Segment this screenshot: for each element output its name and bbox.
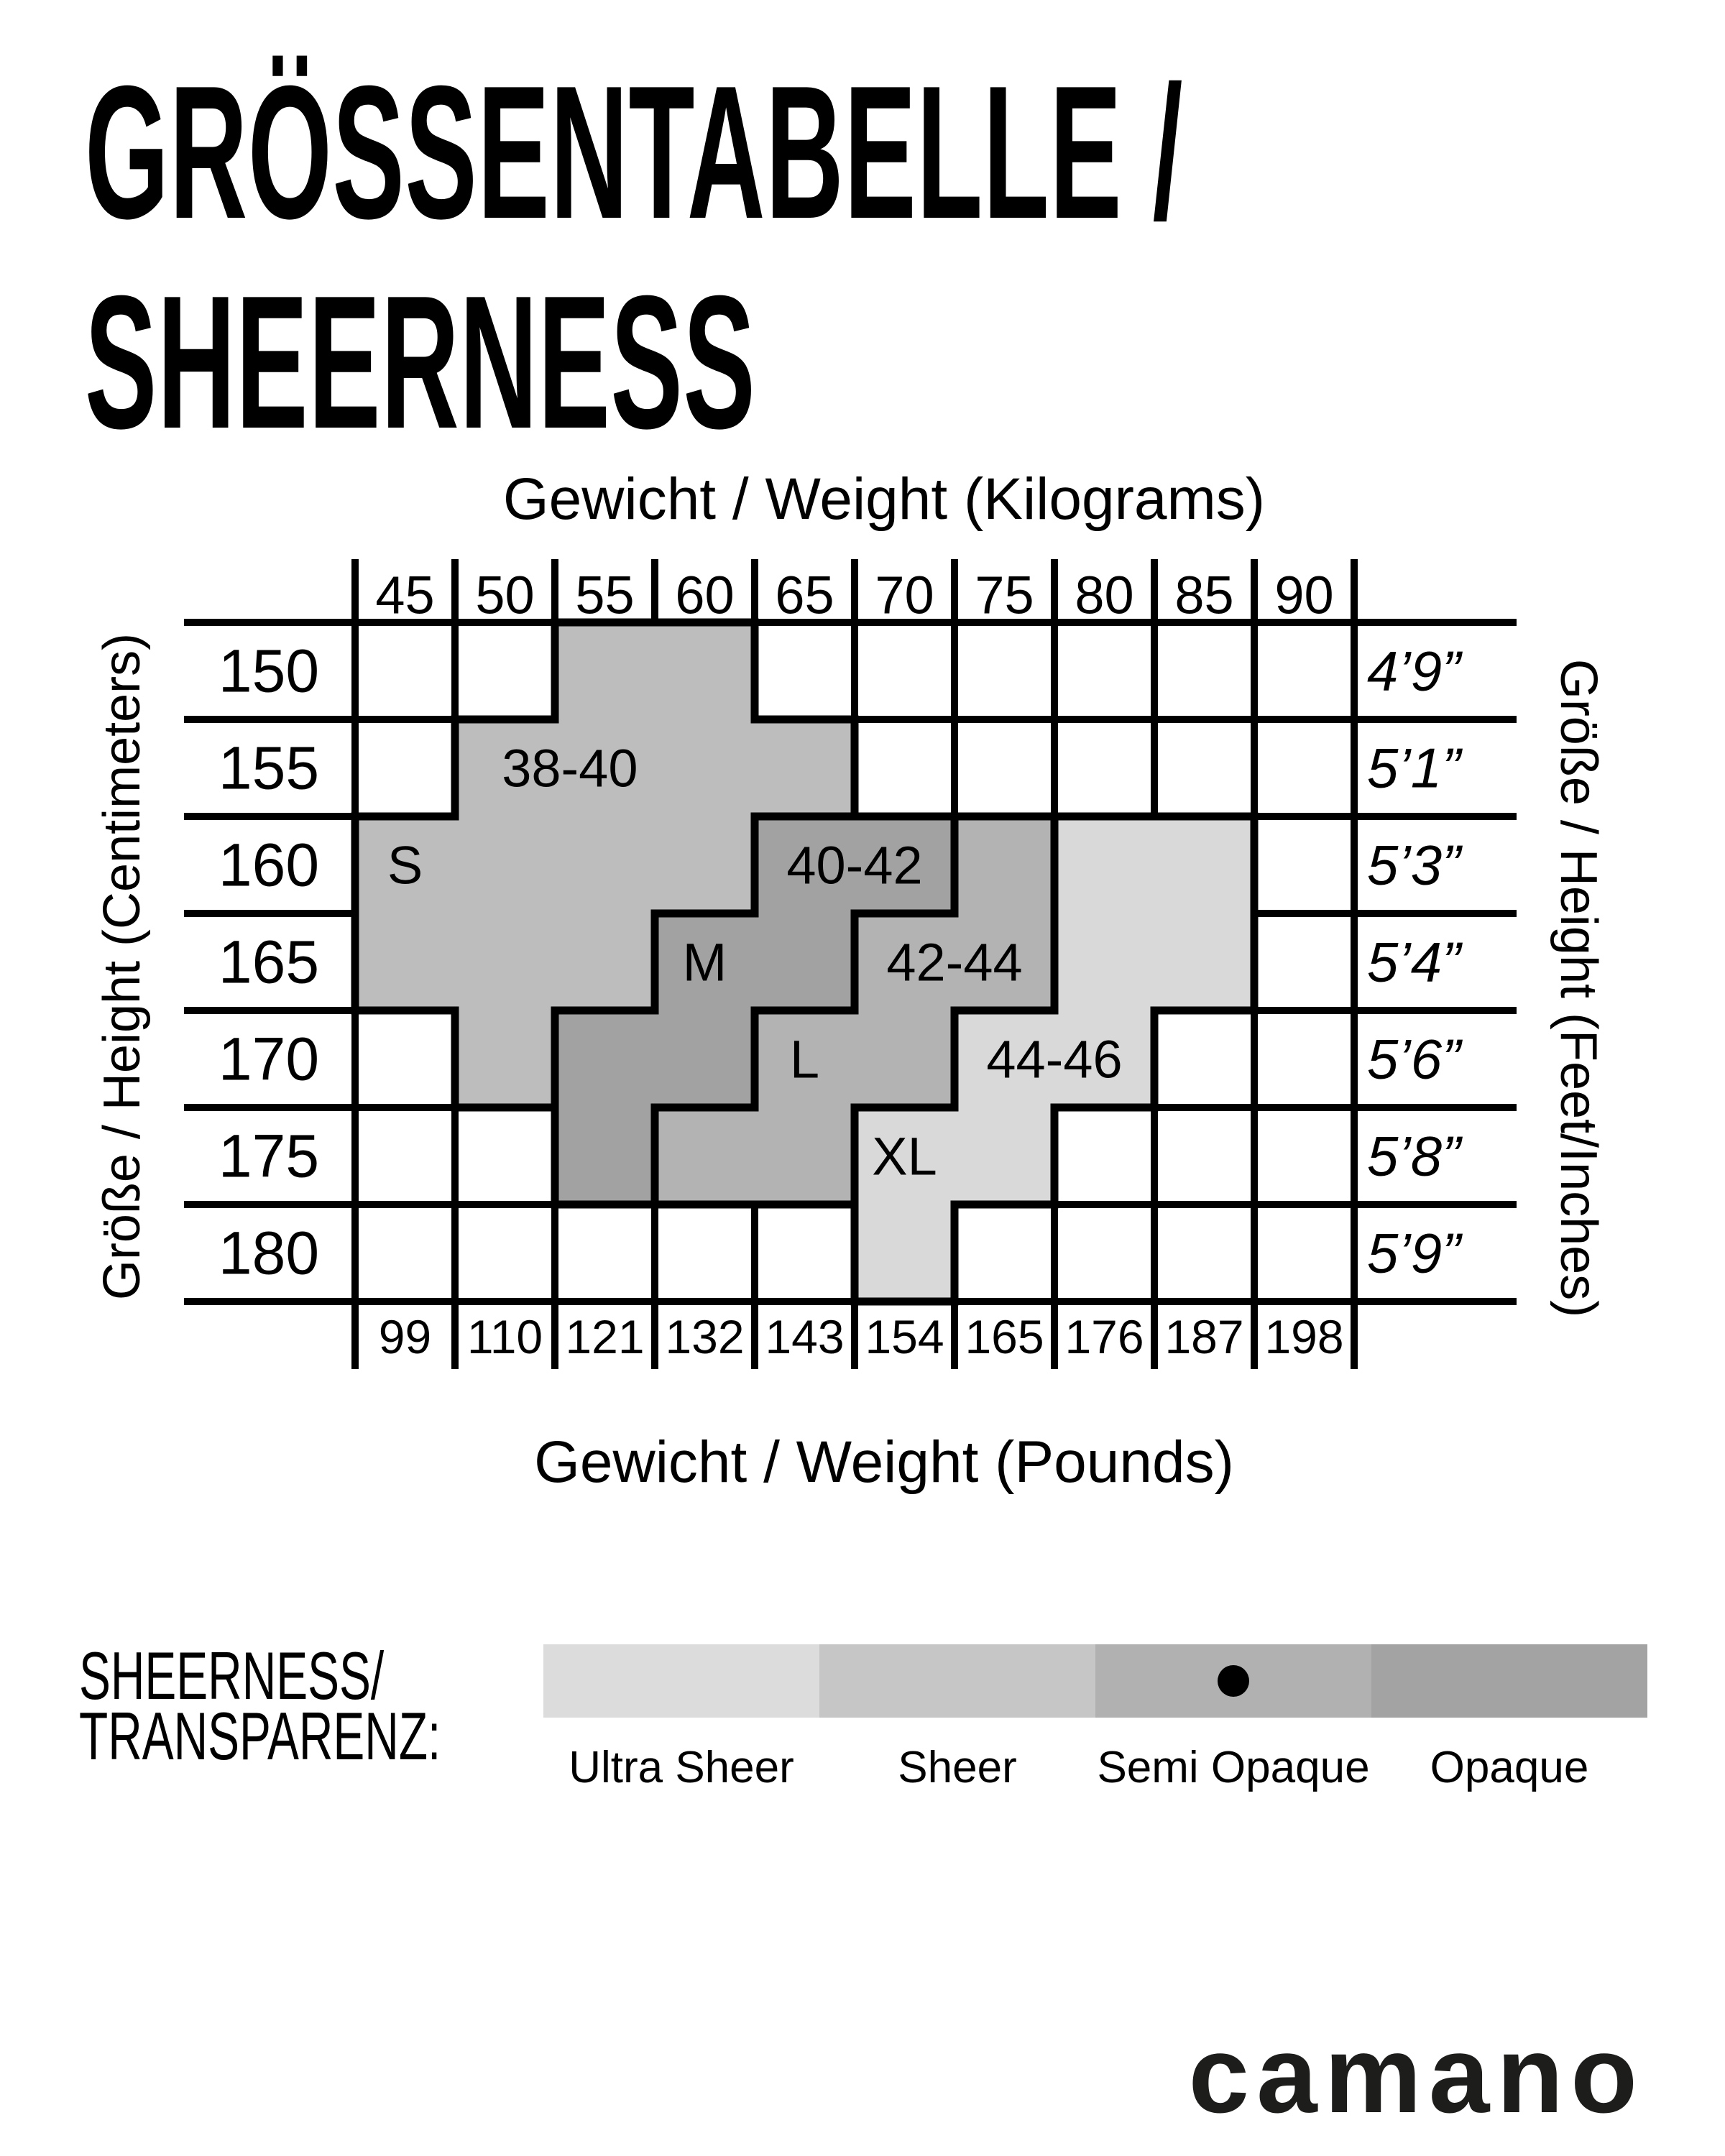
ft-tick-label: 4’9”	[1367, 639, 1461, 702]
lbs-tick-label: 132	[665, 1310, 745, 1363]
legend-title-line1: SHEERNESS/	[79, 1638, 385, 1713]
kg-tick-label: 60	[675, 565, 735, 625]
page-title-line1: GRÖSSENTABELLE /	[85, 46, 1183, 258]
cm-tick-label: 155	[218, 734, 320, 801]
sheerness-legend-labels: Ultra Sheer Sheer Semi Opaque Opaque	[543, 1742, 1647, 1793]
legend-title: SHEERNESS/ TRANSPARENZ:	[79, 1638, 441, 1774]
kg-tick-label: 65	[775, 565, 834, 625]
cm-tick-label: 170	[218, 1025, 320, 1092]
ft-tick-label: 5’8”	[1367, 1124, 1461, 1187]
ft-tick-label: 5’4”	[1367, 930, 1461, 993]
lbs-tick-label: 99	[378, 1310, 432, 1363]
kg-tick-label: 75	[975, 565, 1034, 625]
ft-tick-label: 5’1”	[1367, 736, 1461, 799]
lbs-tick-label: 198	[1264, 1310, 1344, 1363]
ft-tick-label: 5’3”	[1367, 833, 1461, 896]
size-region-label-L: L	[789, 1029, 820, 1089]
page-title: GRÖSSENTABELLE / SHEERNESS	[85, 47, 1183, 467]
legend-selected-dot-icon	[1218, 1665, 1249, 1697]
lbs-tick-label: 176	[1064, 1310, 1144, 1363]
cm-tick-label: 160	[218, 831, 320, 898]
lbs-tick-label: 154	[865, 1310, 944, 1363]
legend-swatch-ultra-sheer	[543, 1644, 819, 1718]
size-region-label-M: M	[682, 932, 727, 992]
kg-tick-label: 50	[475, 565, 535, 625]
legend-label: Opaque	[1430, 1743, 1589, 1792]
cm-tick-label: 165	[218, 928, 320, 995]
cm-tick-label: 180	[218, 1219, 320, 1286]
size-region-label-S: 38-40	[502, 738, 638, 798]
size-region-label-XL: 44-46	[986, 1029, 1123, 1089]
kg-tick-label: 55	[575, 565, 635, 625]
axis-title-weight-kg: Gewicht / Weight (Kilograms)	[502, 466, 1266, 532]
legend-swatch-sheer	[819, 1644, 1095, 1718]
kg-tick-label: 80	[1075, 565, 1134, 625]
sheerness-legend-bar	[543, 1644, 1647, 1718]
size-region-label-XL: XL	[872, 1126, 937, 1186]
legend-label: Semi Opaque	[1097, 1743, 1370, 1792]
kg-tick-label: 90	[1274, 565, 1334, 625]
lbs-tick-label: 165	[965, 1310, 1044, 1363]
cm-tick-label: 150	[218, 637, 320, 704]
cm-tick-label: 175	[218, 1122, 320, 1189]
size-region-label-M: 40-42	[786, 835, 923, 895]
ft-tick-label: 5’6”	[1367, 1027, 1461, 1090]
lbs-tick-label: 143	[765, 1310, 845, 1363]
size-region-label-L: 42-44	[886, 932, 1023, 992]
lbs-tick-label: 121	[565, 1310, 645, 1363]
lbs-tick-label: 187	[1164, 1310, 1244, 1363]
legend-title-line2: TRANSPARENZ:	[79, 1698, 441, 1774]
kg-tick-label: 70	[875, 565, 934, 625]
legend-swatch-opaque	[1371, 1644, 1647, 1718]
brand-logo: camano	[1188, 2014, 1644, 2136]
legend-label: Sheer	[898, 1743, 1017, 1792]
axis-title-weight-lbs: Gewicht / Weight (Pounds)	[534, 1429, 1234, 1495]
ft-tick-label: 5’9”	[1367, 1221, 1461, 1284]
kg-tick-label: 45	[375, 565, 435, 625]
legend-swatch-semi-opaque	[1095, 1644, 1371, 1718]
page-title-line2: SHEERNESS	[85, 256, 756, 468]
kg-tick-label: 85	[1174, 565, 1234, 625]
size-region-label-S: S	[387, 835, 423, 895]
size-region-XL	[850, 812, 1259, 1306]
legend-label: Ultra Sheer	[569, 1743, 794, 1792]
lbs-tick-label: 110	[466, 1310, 543, 1363]
